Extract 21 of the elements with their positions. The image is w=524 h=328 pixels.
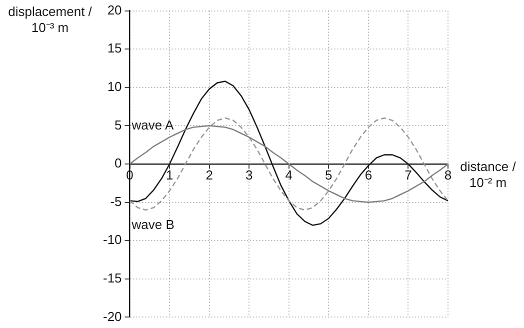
x-tick-label: 4 [285,167,293,182]
y-tick-label: -10 [102,232,122,248]
y-tick-label: -15 [102,270,122,286]
y-tick-label: 20 [107,2,122,18]
x-tick-label: 3 [246,167,253,182]
x-tick-label: 8 [444,167,452,182]
x-tick-label: 1 [166,167,174,182]
annotation: wave A [130,117,174,132]
x-tick-label: 7 [404,167,412,182]
x-tick-label: 6 [364,167,372,182]
x-axis-title: distance / 10⁻² m [460,159,516,190]
y-tick-label: -5 [110,194,122,209]
x-tick-label: 5 [325,167,332,182]
y-tick-label: 10 [107,78,122,94]
x-tick-label: 2 [206,167,213,182]
y-tick-label: 5 [114,117,122,132]
y-tick-label: 15 [107,40,122,56]
y-axis-title: displacement / 10⁻³ m [8,4,92,36]
y-tick-label: -20 [102,308,122,324]
annotation: wave B [130,216,174,232]
y-tick-label: 0 [114,156,122,171]
